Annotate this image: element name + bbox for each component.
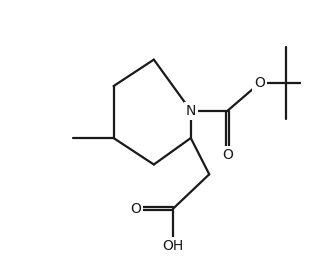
Text: OH: OH xyxy=(163,239,184,253)
Text: O: O xyxy=(130,202,141,216)
Text: O: O xyxy=(254,76,265,90)
Text: O: O xyxy=(222,148,233,162)
Text: N: N xyxy=(186,104,196,118)
